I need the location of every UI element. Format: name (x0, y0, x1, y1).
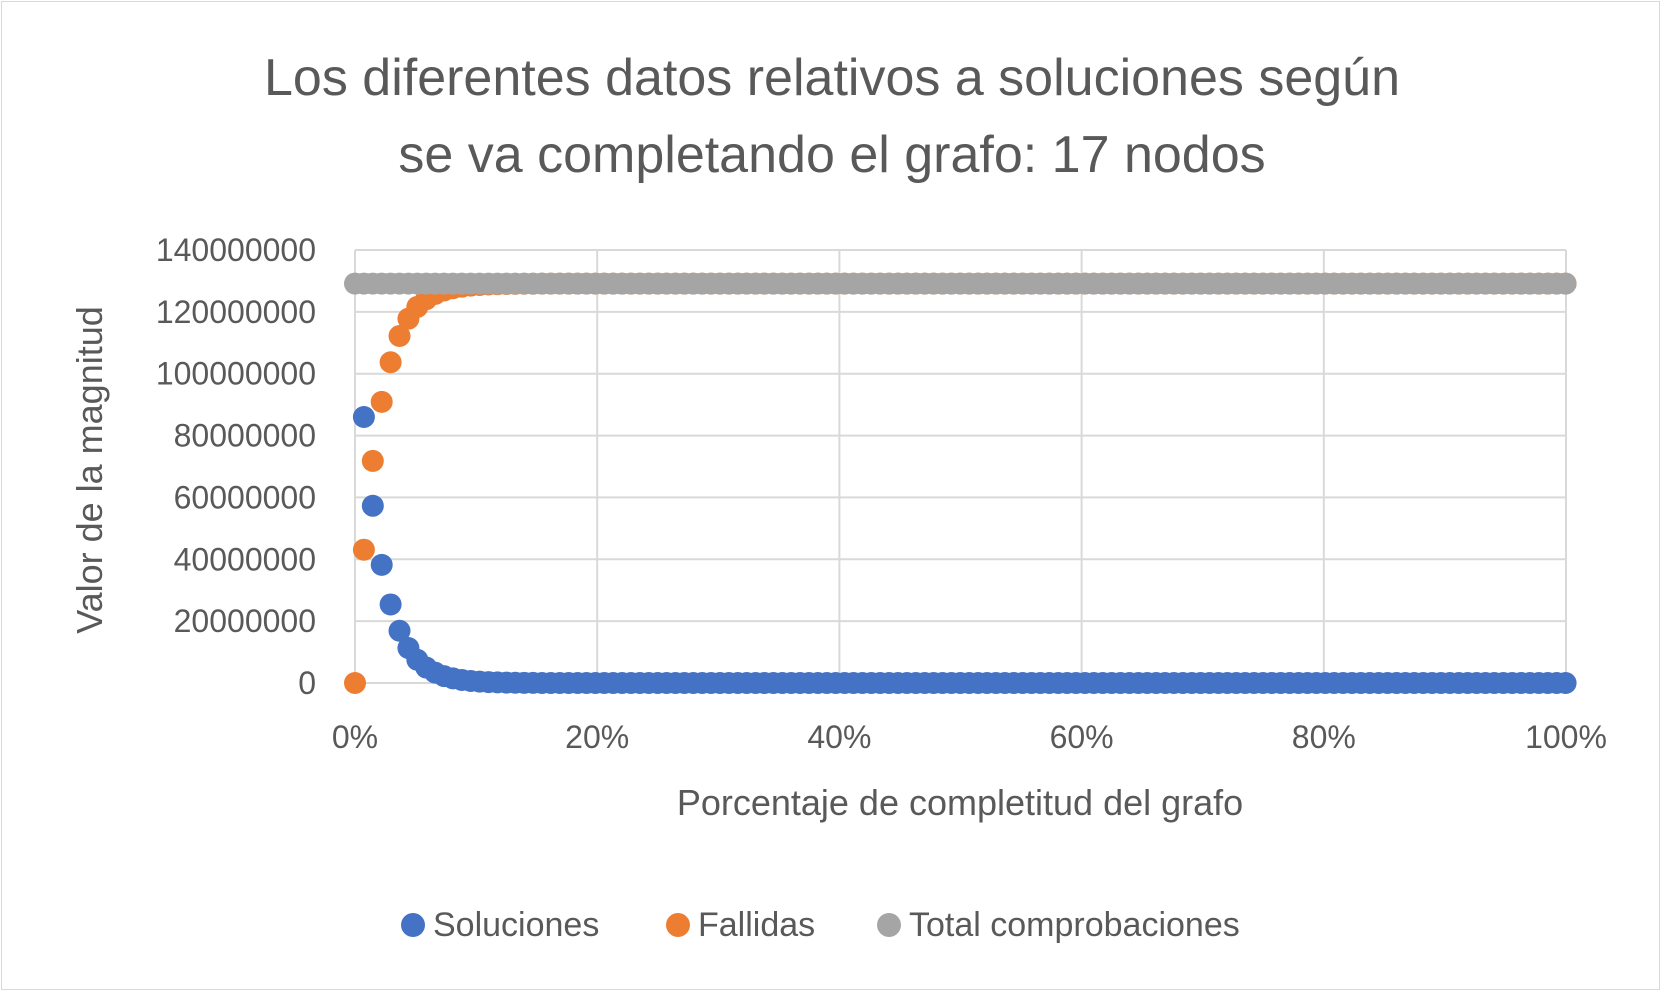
data-point (370, 390, 393, 413)
x-tick-label: 80% (1292, 719, 1356, 755)
y-axis-tick-labels: 0 20000000 40000000 60000000 80000000 1000000… (156, 232, 316, 701)
data-point (344, 672, 366, 694)
legend-label: Soluciones (433, 906, 599, 944)
legend-marker (401, 913, 425, 937)
x-tick-label: 60% (1050, 719, 1114, 755)
data-point (1554, 672, 1577, 694)
data-point (361, 449, 384, 472)
x-tick-label: 20% (565, 719, 629, 755)
x-tick-label: 0% (332, 719, 378, 755)
legend-label: Total comprobaciones (909, 906, 1240, 944)
y-tick-label: 60000000 (174, 479, 316, 515)
x-axis-tick-labels: 0% 20% 40% 60% 80% 100% (332, 719, 1607, 755)
data-point (379, 593, 402, 616)
series-total-comprobaciones (344, 272, 1577, 295)
data-point (388, 324, 411, 347)
data-point (379, 351, 402, 374)
data-point (1554, 272, 1577, 295)
x-tick-label: 40% (807, 719, 871, 755)
data-point (370, 553, 393, 576)
data-points (344, 272, 1577, 694)
y-tick-label: 0 (298, 665, 316, 701)
y-tick-label: 80000000 (174, 418, 316, 454)
y-axis-title: Valor de la magnitud (69, 306, 110, 634)
y-tick-label: 100000000 (156, 356, 316, 392)
y-tick-label: 20000000 (174, 603, 316, 639)
legend-marker (877, 913, 901, 937)
data-point (352, 406, 375, 429)
legend: Soluciones Fallidas Total comprobaciones (401, 906, 1240, 944)
chart-title-line-1: Los diferentes datos relativos a solucio… (264, 49, 1400, 107)
legend-marker (666, 913, 690, 937)
y-tick-label: 140000000 (156, 232, 316, 268)
legend-label: Fallidas (698, 906, 815, 944)
x-tick-label: 100% (1525, 719, 1607, 755)
y-tick-label: 40000000 (174, 541, 316, 577)
data-point (388, 619, 411, 642)
data-point (361, 494, 384, 517)
data-point (352, 538, 375, 561)
series-soluciones (352, 406, 1577, 694)
series-fallidas (344, 272, 1577, 694)
x-axis-title: Porcentaje de completitud del grafo (677, 782, 1243, 823)
gridlines (354, 249, 1567, 684)
chart-title-line-2: se va completando el grafo: 17 nodos (398, 126, 1265, 184)
y-tick-label: 120000000 (156, 294, 316, 330)
